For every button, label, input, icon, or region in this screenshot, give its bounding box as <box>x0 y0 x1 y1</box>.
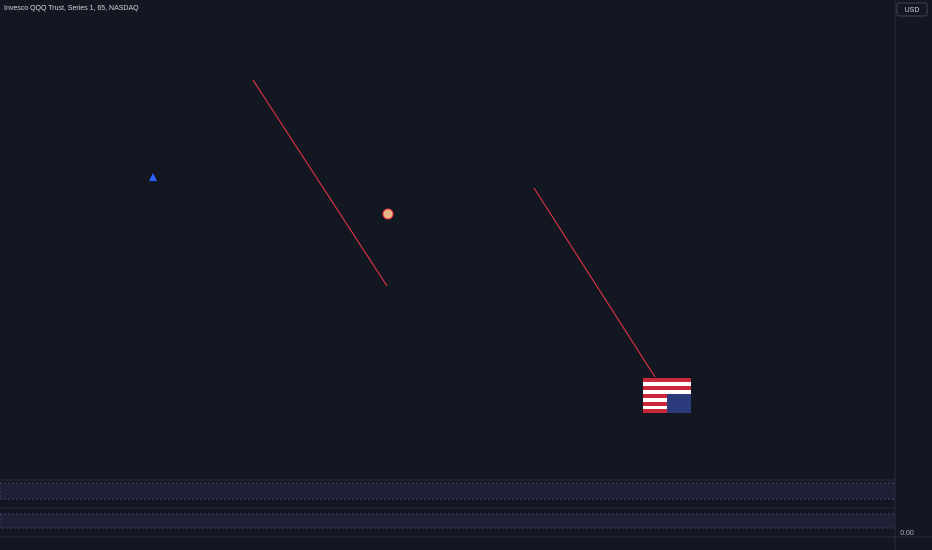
panel-band <box>0 482 896 500</box>
flag-icon <box>643 378 691 413</box>
currency[interactable]: USD <box>905 7 920 14</box>
signal-marker <box>149 173 157 181</box>
event-badge <box>382 208 394 220</box>
drawings <box>149 79 691 413</box>
chart-title: Invesco QQQ Trust, Series 1, 65, NASDAQ <box>4 5 139 12</box>
panel-value: 0.00 <box>900 530 914 537</box>
trend-line <box>533 187 656 378</box>
panel-band <box>0 513 896 529</box>
trend-line <box>252 79 388 287</box>
currency-box[interactable] <box>896 2 928 17</box>
